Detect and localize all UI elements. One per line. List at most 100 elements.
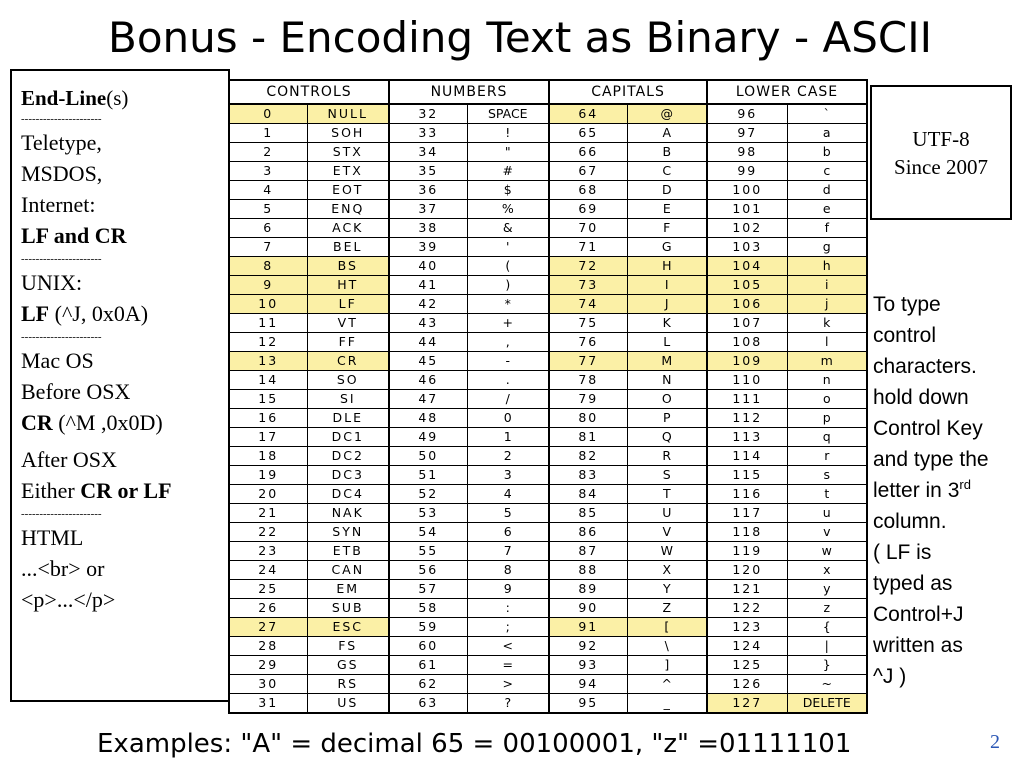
capital-code-cell: 83	[548, 465, 628, 485]
unix-value-bold: LF	[21, 301, 50, 326]
end-line-heading-suffix: (s)	[106, 86, 129, 110]
mac-os-line: Mac OS	[21, 348, 94, 373]
capital-char-cell: _	[626, 693, 708, 714]
number-code-cell: 62	[388, 674, 468, 694]
examples-line: Examples: "A" = decimal 65 = 00100001, "…	[97, 729, 852, 759]
note-line: letter in 3rd	[873, 475, 1023, 506]
capital-code-cell: 82	[548, 446, 628, 466]
control-name-cell: US	[306, 693, 390, 714]
capital-code-cell: 91	[548, 617, 628, 637]
unix-label: UNIX:	[21, 270, 83, 295]
end-line-heading: End-Line(s)	[21, 85, 228, 111]
control-name-cell: BS	[306, 256, 390, 276]
capital-char-cell: J	[626, 294, 708, 314]
control-code-cell: 3	[228, 161, 307, 181]
table-row: 3 ETX 35 #67 C 99 c	[228, 161, 869, 181]
table-row: 16 DLE 48 0 80 P 112 p	[228, 408, 869, 428]
control-code-cell: 11	[228, 313, 307, 333]
number-char-cell: (	[466, 256, 550, 276]
note-line: Control Key	[873, 417, 983, 440]
table-row: 31 US 63? 95 _ 127 DELETE	[228, 693, 869, 714]
control-code-cell: 2	[228, 142, 307, 162]
control-name-cell: DC1	[306, 427, 390, 447]
capital-char-cell: [	[626, 617, 708, 637]
capital-code-cell: 64	[548, 104, 628, 124]
utf8-since: Since 2007	[894, 155, 988, 179]
ascii-table-body: 0 NULL 32 SPACE 64 @96 ` 1 SOH 33! 65 A 97 a 2 STX 34 " 66…	[228, 104, 869, 714]
unix-value: LF (^J, 0x0A)	[21, 298, 228, 329]
mac-before-value: CR (^M ,0x0D)	[21, 407, 228, 438]
lower-char-cell: u	[786, 503, 869, 523]
capital-char-cell: T	[626, 484, 708, 504]
capital-char-cell: Q	[626, 427, 708, 447]
control-name-cell: GS	[306, 655, 390, 675]
control-code-cell: 20	[228, 484, 307, 504]
number-code-cell: 59	[388, 617, 468, 637]
note-letter-prefix: letter in 3	[873, 479, 960, 502]
number-char-cell: :	[466, 598, 550, 618]
control-name-cell: DC4	[306, 484, 390, 504]
lower-char-cell: j	[786, 294, 869, 314]
number-code-cell: 46	[388, 370, 468, 390]
capital-code-cell: 87	[548, 541, 628, 561]
lower-char-cell: i	[786, 275, 869, 295]
table-row: 15 SI 47/79 O 111 o	[228, 389, 869, 409]
after-osx-value: Either CR or LF	[21, 475, 228, 506]
separator: ----------------------	[21, 508, 102, 520]
control-code-cell: 31	[228, 693, 307, 714]
lower-char-cell: s	[786, 465, 869, 485]
capital-char-cell: ]	[626, 655, 708, 675]
table-row: 1 SOH 33! 65 A 97 a	[228, 123, 869, 143]
number-char-cell: /	[466, 389, 550, 409]
number-code-cell: 63	[388, 693, 468, 714]
lower-char-cell: k	[786, 313, 869, 333]
capital-char-cell: G	[626, 237, 708, 257]
number-char-cell: "	[466, 142, 550, 162]
lower-code-cell: 108	[706, 332, 788, 352]
control-name-cell: ENQ	[306, 199, 390, 219]
number-code-cell: 39	[388, 237, 468, 257]
number-code-cell: 38	[388, 218, 468, 238]
header-controls: CONTROLS	[227, 79, 390, 105]
capital-char-cell: I	[626, 275, 708, 295]
note-line: and type the	[873, 448, 989, 471]
table-row: 29 GS 61 = 93] 125}	[228, 655, 869, 675]
capital-code-cell: 88	[548, 560, 628, 580]
lower-char-cell: h	[786, 256, 869, 276]
teletype-line: Teletype,	[21, 130, 102, 155]
table-row: 2 STX 34 " 66 B 98 b	[228, 142, 869, 162]
number-char-cell: '	[466, 237, 550, 257]
control-code-cell: 8	[228, 256, 307, 276]
capital-code-cell: 81	[548, 427, 628, 447]
number-code-cell: 34	[388, 142, 468, 162]
capital-char-cell: N	[626, 370, 708, 390]
lower-code-cell: 106	[706, 294, 788, 314]
lf-and-cr-text: LF and CR	[21, 223, 127, 248]
number-char-cell: 6	[466, 522, 550, 542]
lower-char-cell: f	[786, 218, 869, 238]
capital-char-cell: Z	[626, 598, 708, 618]
number-char-cell: &	[466, 218, 550, 238]
lower-char-cell: |	[786, 636, 869, 656]
capital-code-cell: 77	[548, 351, 628, 371]
lower-char-cell: DELETE	[786, 693, 869, 714]
note-line: control	[873, 324, 937, 347]
capital-char-cell: F	[626, 218, 708, 238]
before-osx-line: Before OSX	[21, 379, 131, 404]
number-char-cell: ?	[466, 693, 550, 714]
lower-char-cell: z	[786, 598, 869, 618]
capital-code-cell: 94	[548, 674, 628, 694]
control-name-cell: BEL	[306, 237, 390, 257]
control-name-cell: NULL	[306, 104, 390, 124]
control-name-cell: HT	[306, 275, 390, 295]
number-code-cell: 32	[388, 104, 468, 124]
number-code-cell: 60	[388, 636, 468, 656]
control-name-cell: NAK	[306, 503, 390, 523]
control-code-cell: 19	[228, 465, 307, 485]
p-line: <p>...</p>	[21, 587, 116, 612]
number-char-cell: 0	[466, 408, 550, 428]
control-name-cell: EM	[306, 579, 390, 599]
capital-char-cell: W	[626, 541, 708, 561]
lower-char-cell: t	[786, 484, 869, 504]
number-code-cell: 45	[388, 351, 468, 371]
